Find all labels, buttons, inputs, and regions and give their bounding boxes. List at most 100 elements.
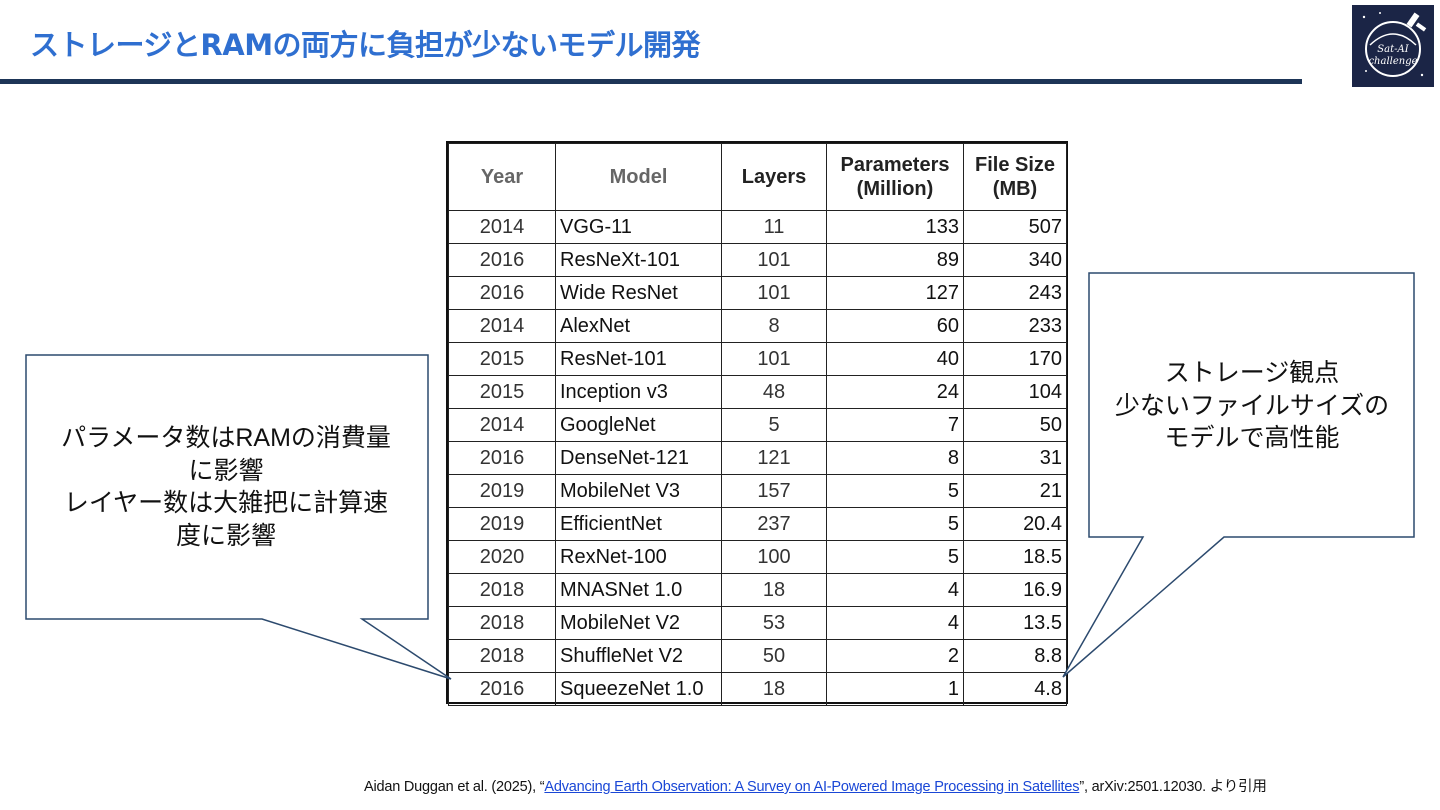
cell-layers: 53	[721, 606, 827, 640]
cell-model: Inception v3	[555, 375, 722, 409]
cell-model: ResNet-101	[555, 342, 722, 376]
left-callout-line: レイヤー数は大雑把に計算速	[63, 489, 389, 517]
table-header-row: Year Model Layers Parameters (Million) F…	[448, 143, 1067, 211]
cell-layers: 18	[721, 672, 827, 706]
cell-file-size: 18.5	[963, 540, 1067, 574]
cell-layers: 48	[721, 375, 827, 409]
cell-year: 2014	[448, 210, 556, 244]
header-model: Model	[555, 143, 722, 211]
right-callout-line: ストレージ観点	[1164, 359, 1340, 387]
cell-model: EfficientNet	[555, 507, 722, 541]
cell-file-size: 50	[963, 408, 1067, 442]
cell-parameters: 4	[826, 606, 964, 640]
table-row: 2018 ShuffleNet V2 50 2 8.8	[448, 639, 1067, 673]
cell-layers: 157	[721, 474, 827, 508]
cell-layers: 8	[721, 309, 827, 343]
cell-parameters: 4	[826, 573, 964, 607]
cell-file-size: 104	[963, 375, 1067, 409]
model-comparison-table: Year Model Layers Parameters (Million) F…	[446, 141, 1068, 706]
cell-year: 2014	[448, 408, 556, 442]
cell-parameters: 7	[826, 408, 964, 442]
cell-year: 2018	[448, 606, 556, 640]
title-underline	[0, 79, 1302, 84]
cell-parameters: 133	[826, 210, 964, 244]
cell-file-size: 8.8	[963, 639, 1067, 673]
header-file-size: File Size (MB)	[963, 143, 1067, 211]
table-row: 2019 EfficientNet 237 5 20.4	[448, 507, 1067, 541]
cell-file-size: 31	[963, 441, 1067, 475]
left-callout-text: パラメータ数はRAMの消費量 に影響 レイヤー数は大雑把に計算速 度に影響	[26, 422, 426, 552]
cell-layers: 101	[721, 342, 827, 376]
cell-file-size: 507	[963, 210, 1067, 244]
header-layers: Layers	[721, 143, 827, 211]
cell-model: AlexNet	[555, 309, 722, 343]
cell-parameters: 89	[826, 243, 964, 277]
cell-parameters: 60	[826, 309, 964, 343]
svg-text:Sat-AI: Sat-AI	[1377, 44, 1409, 55]
cell-parameters: 5	[826, 474, 964, 508]
cell-layers: 100	[721, 540, 827, 574]
table-row: 2014 GoogleNet 5 7 50	[448, 408, 1067, 442]
header-parameters-line1: Parameters	[840, 154, 950, 176]
svg-text:challenge: challenge	[1368, 56, 1417, 67]
header-parameters: Parameters (Million)	[826, 143, 964, 211]
cell-layers: 121	[721, 441, 827, 475]
cell-file-size: 340	[963, 243, 1067, 277]
cell-model: RexNet-100	[555, 540, 722, 574]
cell-parameters: 2	[826, 639, 964, 673]
table-row: 2015 Inception v3 48 24 104	[448, 375, 1067, 409]
cell-layers: 18	[721, 573, 827, 607]
challenge-logo: Sat-AI challenge	[1352, 5, 1434, 87]
table-row: 2016 SqueezeNet 1.0 18 1 4.8	[448, 672, 1067, 706]
cell-year: 2016	[448, 441, 556, 475]
table-row: 2016 DenseNet-121 121 8 31	[448, 441, 1067, 475]
cell-year: 2020	[448, 540, 556, 574]
citation-paper-link[interactable]: Advancing Earth Observation: A Survey on…	[544, 779, 1080, 795]
cell-parameters: 5	[826, 507, 964, 541]
table-row: 2016 Wide ResNet 101 127 243	[448, 276, 1067, 310]
cell-file-size: 170	[963, 342, 1067, 376]
cell-model: MobileNet V2	[555, 606, 722, 640]
table-row: 2019 MobileNet V3 157 5 21	[448, 474, 1067, 508]
slide-title: ストレージとRAMの両方に負担が少ないモデル開発	[30, 28, 701, 62]
cell-year: 2016	[448, 672, 556, 706]
cell-layers: 5	[721, 408, 827, 442]
cell-file-size: 16.9	[963, 573, 1067, 607]
cell-parameters: 40	[826, 342, 964, 376]
header-file-size-line1: File Size	[974, 154, 1056, 176]
cell-layers: 101	[721, 243, 827, 277]
left-callout-line: パラメータ数はRAMの消費量	[61, 424, 391, 452]
cell-year: 2019	[448, 474, 556, 508]
header-year: Year	[448, 143, 556, 211]
left-callout-line: 度に影響	[175, 521, 276, 550]
table-row: 2014 VGG-11 11 133 507	[448, 210, 1067, 244]
cell-year: 2014	[448, 309, 556, 343]
cell-year: 2019	[448, 507, 556, 541]
citation-prefix: Aidan Duggan et al. (2025), “	[364, 779, 545, 795]
cell-year: 2016	[448, 276, 556, 310]
table-row: 2018 MNASNet 1.0 18 4 16.9	[448, 573, 1067, 607]
cell-parameters: 8	[826, 441, 964, 475]
cell-parameters: 127	[826, 276, 964, 310]
cell-model: Wide ResNet	[555, 276, 722, 310]
right-callout-box	[1062, 272, 1415, 678]
cell-year: 2018	[448, 639, 556, 673]
cell-file-size: 243	[963, 276, 1067, 310]
cell-layers: 237	[721, 507, 827, 541]
cell-year: 2015	[448, 342, 556, 376]
citation-suffix: ”, arXiv:2501.12030. より引用	[1079, 779, 1267, 795]
cell-file-size: 13.5	[963, 606, 1067, 640]
table-row: 2016 ResNeXt-101 101 89 340	[448, 243, 1067, 277]
cell-parameters: 24	[826, 375, 964, 409]
cell-model: DenseNet-121	[555, 441, 722, 475]
citation: Aidan Duggan et al. (2025), “Advancing E…	[364, 775, 1267, 796]
table-row: 2014 AlexNet 8 60 233	[448, 309, 1067, 343]
table-row: 2015 ResNet-101 101 40 170	[448, 342, 1067, 376]
cell-year: 2018	[448, 573, 556, 607]
cell-layers: 11	[721, 210, 827, 244]
right-callout-text: ストレージ観点 少ないファイルサイズの モデルで高性能	[1090, 357, 1414, 455]
right-callout-line: モデルで高性能	[1164, 424, 1340, 452]
cell-file-size: 4.8	[963, 672, 1067, 706]
cell-file-size: 21	[963, 474, 1067, 508]
right-callout-line: 少ないファイルサイズの	[1114, 391, 1390, 420]
